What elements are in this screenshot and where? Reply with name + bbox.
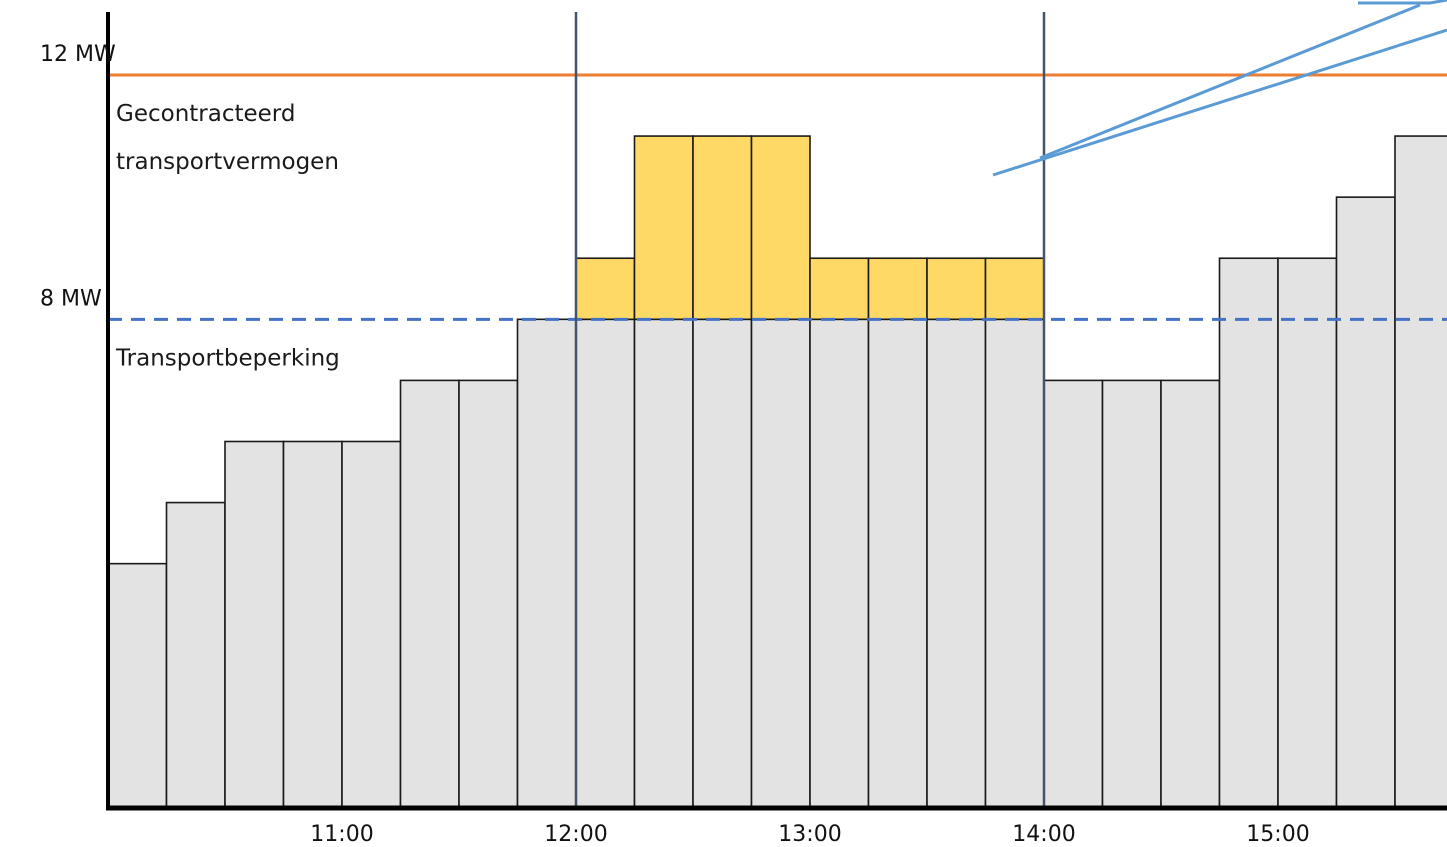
callout-line — [992, 28, 1447, 177]
base-bar — [1218, 257, 1279, 809]
y-tick-label: 12 MW — [40, 42, 116, 67]
contracted-capacity-label: transportvermogen — [116, 149, 339, 175]
base-bar — [1277, 257, 1338, 809]
base-bar — [575, 318, 636, 809]
excess-bar — [984, 257, 1045, 321]
excess-bar — [867, 257, 928, 321]
excess-bar — [575, 257, 636, 321]
base-bar — [458, 379, 519, 809]
base-bar — [516, 318, 577, 809]
base-bar — [399, 379, 460, 809]
x-tick-label: 14:00 — [1012, 822, 1075, 847]
base-bar — [1043, 379, 1104, 809]
base-bar — [1335, 196, 1396, 809]
x-tick-label: 11:00 — [310, 822, 373, 847]
base-bar — [867, 318, 928, 809]
x-tick-label: 15:00 — [1246, 822, 1309, 847]
base-bar — [341, 440, 402, 809]
base-bar — [165, 501, 226, 809]
base-bar — [1394, 135, 1447, 809]
contracted-capacity-label: Gecontracteerd — [116, 101, 295, 127]
callout-line — [1039, 3, 1421, 160]
base-bar — [224, 440, 285, 809]
base-load-bars — [107, 135, 1447, 809]
excess-bar — [750, 135, 811, 321]
base-bar — [692, 318, 753, 809]
base-bar — [809, 318, 870, 809]
base-bar — [750, 318, 811, 809]
transport-limit-label: Transportbeperking — [115, 345, 340, 371]
callout-line — [1358, 0, 1447, 5]
base-bar — [926, 318, 987, 809]
callout-arrow — [992, 0, 1447, 177]
x-tick-label: 13:00 — [778, 822, 841, 847]
excess-bar — [926, 257, 987, 321]
base-bar — [282, 440, 343, 809]
excess-load-bars — [575, 135, 1045, 321]
vertical-markers — [574, 12, 1046, 808]
base-bar — [633, 318, 694, 809]
chart-labels: 12 MW 8 MW 11:00 12:00 13:00 14:00 15:00 Gecont… — [40, 42, 1310, 847]
excess-bar — [633, 135, 694, 321]
base-bar — [107, 562, 168, 809]
reference-lines — [108, 73, 1447, 321]
excess-bar — [809, 257, 870, 321]
y-tick-label: 8 MW — [40, 286, 102, 311]
base-bar — [1160, 379, 1221, 809]
base-bar — [984, 318, 1045, 809]
axes — [106, 12, 1447, 811]
x-tick-label: 12:00 — [544, 822, 607, 847]
excess-bar — [692, 135, 753, 321]
base-bar — [1101, 379, 1162, 809]
